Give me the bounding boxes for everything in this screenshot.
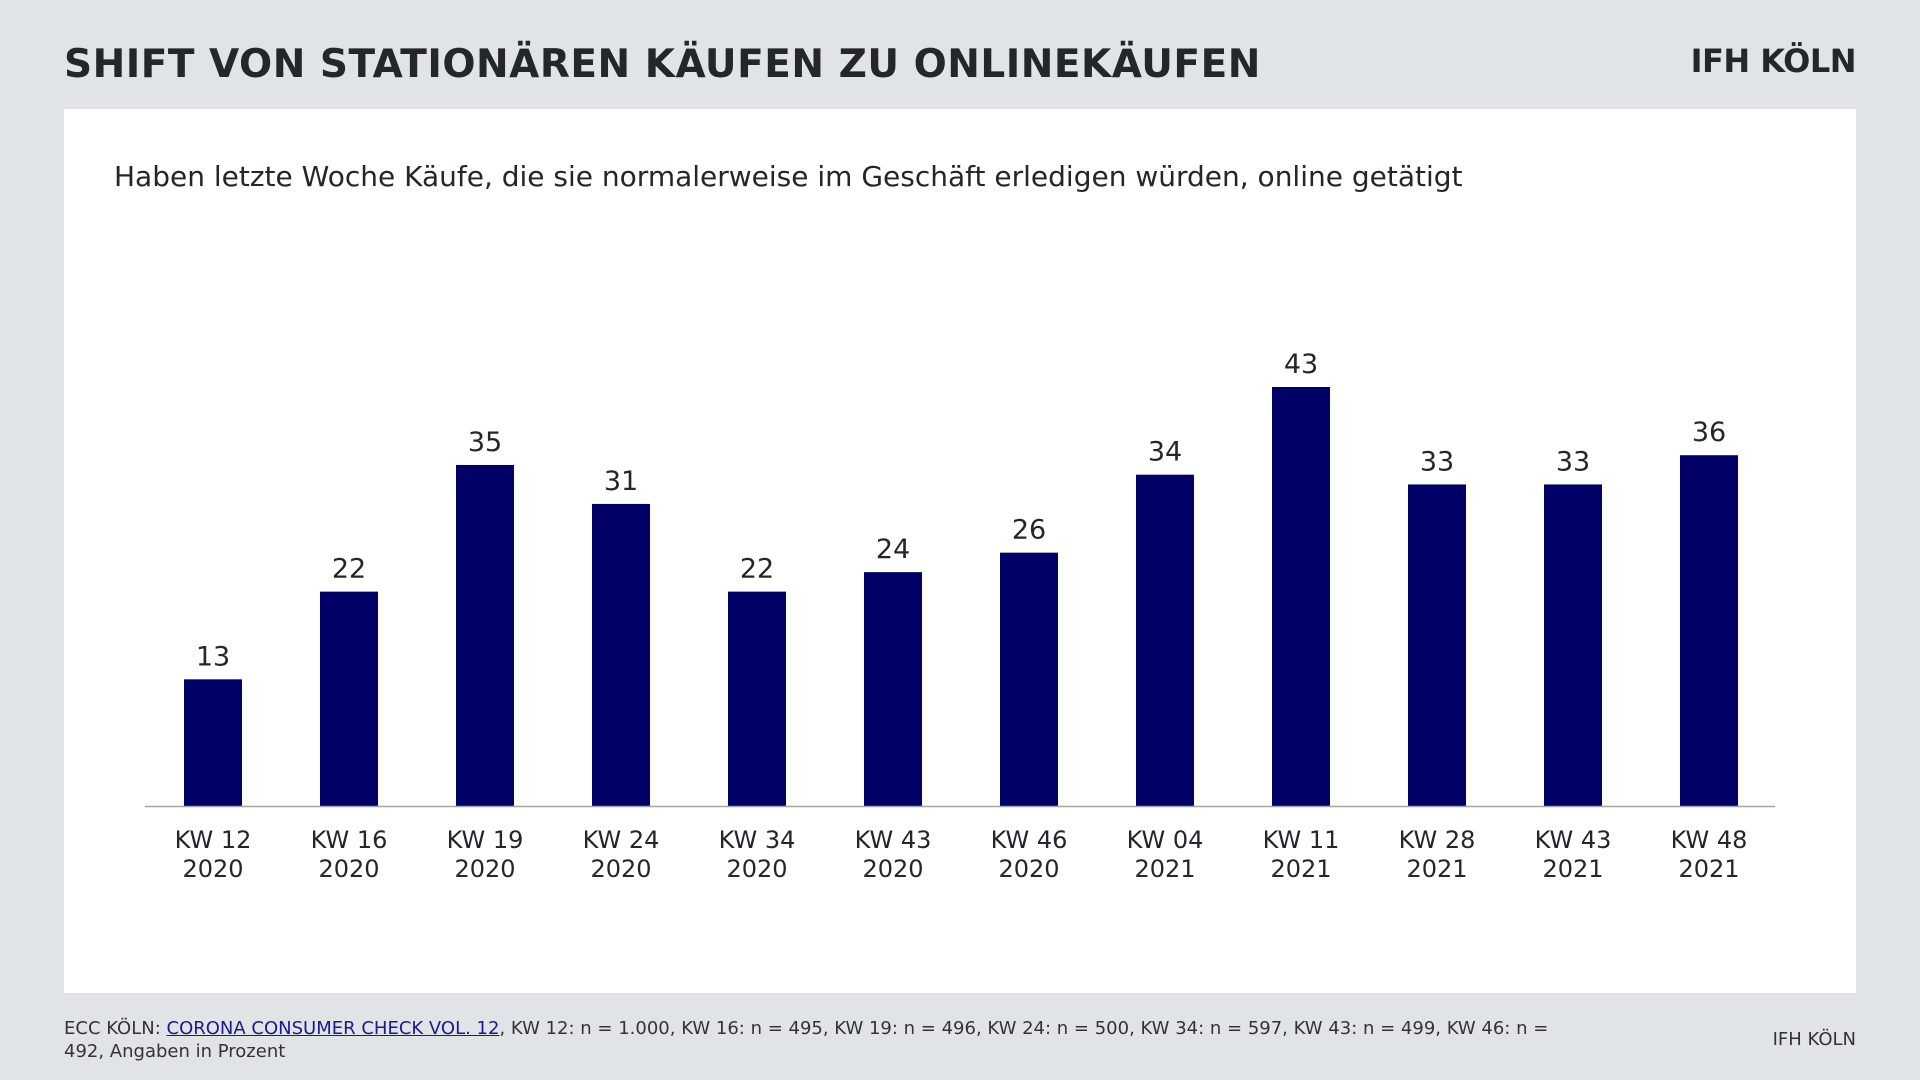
x-tick-label: KW 43 [1535, 826, 1612, 854]
x-tick-label: 2021 [1270, 855, 1331, 883]
x-tick-label: 2020 [454, 855, 515, 883]
x-tick-label: KW 46 [991, 826, 1068, 854]
x-tick-label: 2020 [318, 855, 379, 883]
data-label: 43 [1284, 349, 1318, 380]
x-tick-label: 2021 [1406, 855, 1467, 883]
bar [1136, 474, 1194, 806]
bar [728, 591, 786, 806]
x-tick-label: KW 28 [1399, 826, 1476, 854]
bar [320, 591, 378, 806]
page-title: SHIFT VON STATIONÄREN KÄUFEN ZU ONLINEKÄ… [64, 42, 1261, 87]
x-tick-label: KW 16 [311, 826, 388, 854]
ifh-koeln-logo: IFH KÖLN [1690, 42, 1857, 80]
chart-title: Haben letzte Woche Käufe, die sie normal… [114, 160, 1463, 193]
x-tick-label: KW 48 [1671, 826, 1748, 854]
source-prefix: ECC KÖLN: [64, 1018, 167, 1039]
x-tick-label: 2021 [1134, 855, 1195, 883]
x-tick-label: KW 12 [175, 826, 252, 854]
source-link[interactable]: CORONA CONSUMER CHECK VOL. 12 [166, 1018, 500, 1039]
x-tick-label: 2020 [998, 855, 1059, 883]
bar [1680, 455, 1738, 806]
data-label: 35 [468, 427, 502, 458]
data-label: 24 [876, 534, 910, 565]
data-label: 33 [1556, 446, 1590, 477]
x-tick-label: 2021 [1542, 855, 1603, 883]
x-tick-label: 2020 [590, 855, 651, 883]
footer-brand: IFH KÖLN [1772, 1029, 1856, 1050]
bar [456, 464, 514, 806]
data-label: 22 [332, 554, 366, 585]
x-tick-label: KW 19 [447, 826, 524, 854]
source-note: ECC KÖLN: CORONA CONSUMER CHECK VOL. 12,… [64, 1017, 1584, 1063]
bar [864, 572, 922, 806]
data-label: 36 [1692, 417, 1726, 448]
x-tick-label: 2020 [182, 855, 243, 883]
x-tick-label: 2020 [862, 855, 923, 883]
x-tick-label: KW 04 [1127, 826, 1204, 854]
x-tick-label: 2020 [726, 855, 787, 883]
bar [1272, 387, 1330, 806]
bar [1544, 484, 1602, 806]
x-tick-label: KW 24 [583, 826, 660, 854]
data-label: 13 [196, 641, 230, 672]
x-tick-label: 2021 [1678, 855, 1739, 883]
data-label: 26 [1012, 515, 1046, 546]
bar [592, 503, 650, 806]
bar [184, 679, 242, 806]
source-details: , KW 12: n = 1.000, KW 16: n = 495, KW 1… [64, 1018, 1549, 1062]
data-label: 34 [1148, 437, 1182, 468]
bar [1000, 552, 1058, 806]
data-label: 22 [740, 554, 774, 585]
x-tick-label: KW 34 [719, 826, 796, 854]
bar [1408, 484, 1466, 806]
x-tick-label: KW 43 [855, 826, 932, 854]
x-tick-label: KW 11 [1263, 826, 1340, 854]
data-label: 33 [1420, 446, 1454, 477]
data-label: 31 [604, 466, 638, 497]
